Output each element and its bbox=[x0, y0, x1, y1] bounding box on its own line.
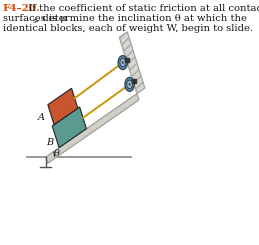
Circle shape bbox=[120, 58, 126, 67]
Circle shape bbox=[129, 83, 131, 86]
Circle shape bbox=[118, 56, 127, 70]
Polygon shape bbox=[119, 32, 145, 94]
Text: A: A bbox=[38, 113, 45, 122]
Polygon shape bbox=[52, 107, 87, 148]
Text: , determine the inclination θ at which the: , determine the inclination θ at which t… bbox=[36, 14, 247, 23]
Circle shape bbox=[127, 80, 132, 88]
Text: surfaces is μ: surfaces is μ bbox=[3, 14, 67, 23]
Text: If the coefficient of static friction at all contacting: If the coefficient of static friction at… bbox=[22, 4, 259, 13]
Text: F4–20.: F4–20. bbox=[3, 4, 41, 13]
Circle shape bbox=[125, 77, 134, 91]
Text: s: s bbox=[33, 17, 37, 25]
Polygon shape bbox=[48, 88, 78, 125]
Circle shape bbox=[122, 61, 124, 64]
Polygon shape bbox=[46, 94, 139, 163]
Text: θ: θ bbox=[53, 148, 59, 158]
Text: identical blocks, each of weight W, begin to slide.: identical blocks, each of weight W, begi… bbox=[3, 24, 253, 33]
Text: B: B bbox=[46, 137, 53, 147]
